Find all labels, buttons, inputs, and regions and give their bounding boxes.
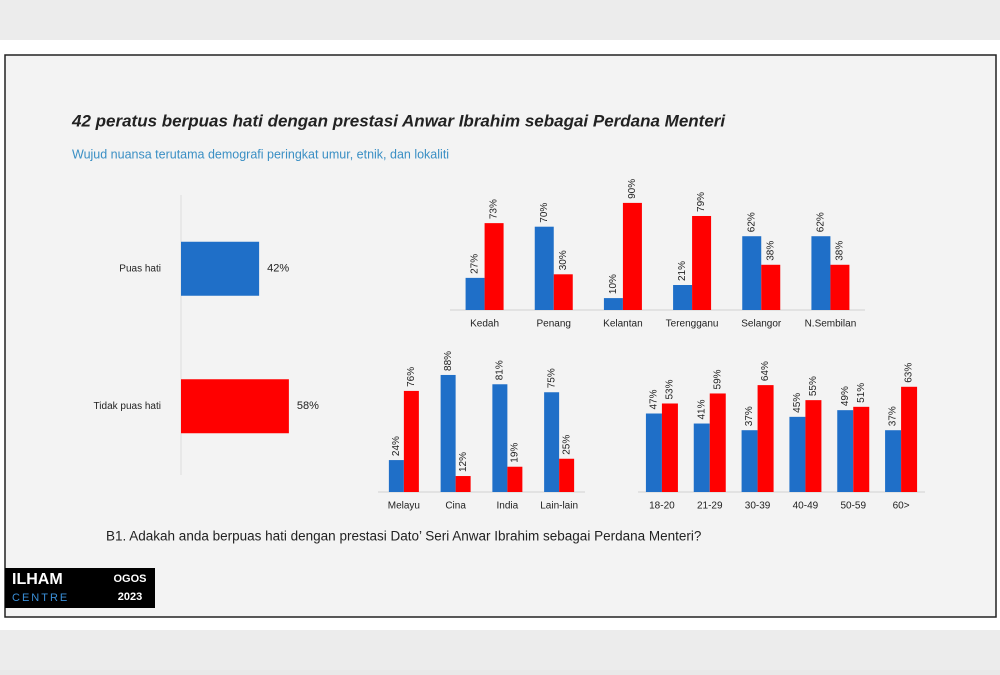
value-label: 63% [904,363,915,383]
bar [553,274,573,310]
value-label: 81% [495,360,506,380]
bar [741,430,758,492]
bar [534,226,554,310]
value-label: 19% [510,443,521,463]
category-label: 18-20 [649,501,675,512]
value-label: 90% [627,179,638,199]
category-label: 30-39 [745,501,771,512]
value-label: 38% [835,241,846,261]
bar [455,476,471,492]
value-label: 30% [558,250,569,270]
value-label: 64% [760,361,771,381]
value-label: 12% [458,452,469,472]
bar [507,466,523,492]
bar [789,416,806,492]
category-label: Penang [537,319,571,330]
bar [885,430,902,492]
category-label: 50-59 [840,501,866,512]
panel [4,54,997,618]
category-label: Lain-lain [540,501,578,512]
value-label: 21% [677,261,688,281]
category-label: Melayu [388,501,420,512]
bar [559,458,575,492]
subtitle: Wujud nuansa terutama demografi peringka… [72,147,449,161]
value-label: 59% [712,369,723,389]
bar [742,236,762,310]
bar [603,298,623,310]
value-label: 38% [765,241,776,261]
category-label: Kelantan [603,319,642,330]
bar [757,385,774,492]
bar [837,410,854,492]
category-label: 21-29 [697,501,723,512]
logo-month: OGOS [113,573,146,585]
value-label: 49% [840,386,851,406]
bar [693,423,710,492]
logo-name: ILHAM [12,571,63,588]
category-label: Kedah [470,319,499,330]
category-label: Tidak puas hati [94,401,161,412]
value-label: 62% [746,212,757,232]
value-label: 51% [856,383,867,403]
logo-year: 2023 [118,591,142,603]
bar [181,241,260,296]
value-label: 79% [696,192,707,212]
bar [403,390,419,492]
bar [673,285,693,310]
value-label: 10% [608,274,619,294]
bar [661,403,678,492]
logo-box [5,568,155,608]
bar [901,386,918,492]
category-label: Puas hati [119,263,161,274]
category-label: 60> [893,501,910,512]
value-label: 45% [792,393,803,413]
category-label: Terengganu [666,319,719,330]
logo-sub: CENTRE [12,592,69,604]
category-label: N.Sembilan [805,319,857,330]
category-label: 40-49 [793,501,819,512]
value-label: 58% [297,400,319,412]
value-label: 55% [808,376,819,396]
value-label: 62% [816,212,827,232]
value-label: 25% [561,435,572,455]
bar [830,264,850,310]
value-label: 47% [649,389,660,409]
bar [544,392,560,492]
category-label: Selangor [741,319,782,330]
bar [492,384,508,492]
bar [805,400,822,492]
bar [709,393,726,492]
bar [645,413,662,492]
question: B1. Adakah anda berpuas hati dengan pres… [106,529,701,544]
category-label: India [497,501,519,512]
value-label: 73% [489,199,500,219]
bar [465,277,485,310]
bar [811,236,831,310]
value-label: 76% [406,367,417,387]
bar [388,460,404,492]
category-label: Cina [445,501,466,512]
value-label: 37% [888,406,899,426]
bar [484,223,504,310]
value-label: 24% [391,436,402,456]
value-label: 88% [443,351,454,371]
bar [853,406,870,492]
value-label: 42% [267,263,289,275]
bar [761,264,781,310]
value-label: 70% [539,203,550,223]
bar [181,379,289,434]
bar [440,374,456,492]
bar [622,202,642,310]
bar [692,215,712,310]
value-label: 27% [470,254,481,274]
value-label: 41% [696,399,707,419]
value-label: 53% [665,379,676,399]
value-label: 75% [546,368,557,388]
title: 42 peratus berpuas hati dengan prestasi … [71,111,726,130]
value-label: 37% [744,406,755,426]
logo: ILHAM CENTRE OGOS 2023 [5,568,155,608]
